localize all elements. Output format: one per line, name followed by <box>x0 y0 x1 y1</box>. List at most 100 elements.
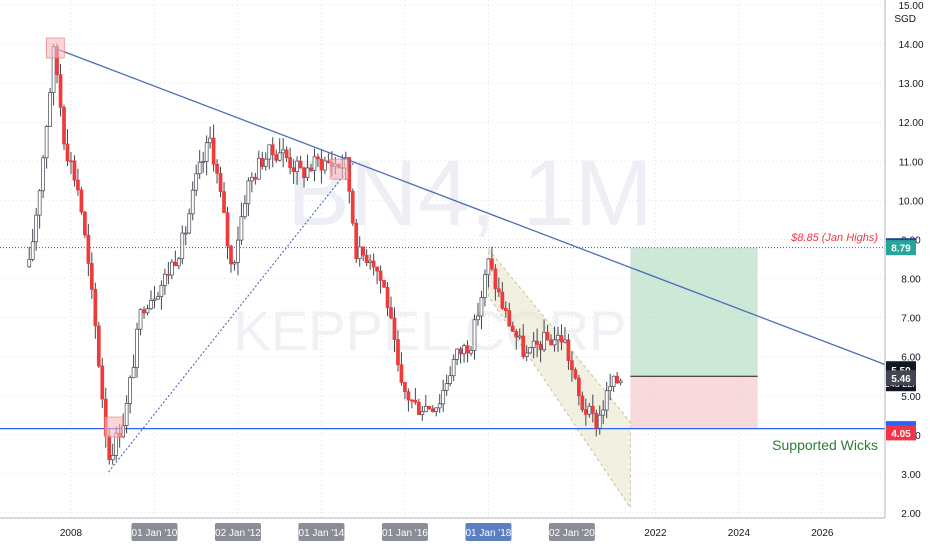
candle-down <box>500 291 505 309</box>
x-tick-label: 2022 <box>644 528 667 539</box>
candle-up <box>618 380 623 384</box>
candle-down <box>514 331 519 338</box>
x-tick-label: 01 Jan '10 <box>132 528 178 539</box>
candle-down <box>173 261 178 267</box>
candle-up <box>201 161 206 163</box>
candle-down <box>72 160 77 181</box>
candle-down <box>396 339 400 366</box>
candle-down <box>465 345 470 354</box>
candle-down <box>392 317 397 340</box>
candle-up <box>156 296 160 300</box>
candle-down <box>309 167 313 171</box>
candle-up <box>483 274 487 298</box>
candle-up <box>41 157 45 192</box>
descending-resistance-line[interactable] <box>54 47 886 366</box>
x-tick-label: 2024 <box>728 528 751 539</box>
candle-down <box>166 273 171 276</box>
y-tick-label: 13.00 <box>898 79 923 90</box>
candle-down <box>326 160 331 163</box>
descending-channel[interactable] <box>487 247 631 510</box>
candle-up <box>441 390 446 405</box>
candle-down <box>371 260 376 268</box>
candle-up <box>239 216 244 241</box>
candle-up <box>250 176 254 182</box>
loss-zone[interactable] <box>630 376 758 429</box>
candle-up <box>524 352 529 357</box>
candle-up <box>208 137 212 144</box>
candle-up <box>30 241 35 260</box>
candle-down <box>403 381 407 393</box>
candle-up <box>159 285 164 297</box>
markers[interactable] <box>45 37 349 438</box>
candle-down <box>83 211 87 236</box>
y-tick-label: 7.00 <box>901 314 921 325</box>
candle-down <box>594 413 599 429</box>
time-axis[interactable]: 2008 01 Jan '10 02 Jan '12 01 Jan '14 01 Jan… <box>60 523 834 541</box>
low-marker[interactable] <box>104 416 124 438</box>
y-tick-label: 14.00 <box>898 40 923 51</box>
candle-up <box>281 149 286 154</box>
x-tick-label: 02 Jan '20 <box>549 528 595 539</box>
candle-up <box>128 377 132 404</box>
candle-down <box>260 157 265 167</box>
candle-up <box>187 213 192 234</box>
candle-up <box>110 455 115 461</box>
jan-highs-annotation[interactable]: $8.85 (Jan Highs) <box>790 232 878 244</box>
candle-up <box>601 409 606 416</box>
x-tick-label: 01 Jan '14 <box>299 528 345 539</box>
candle-up <box>368 260 372 263</box>
x-tick-highlight <box>548 523 595 541</box>
candle-up <box>295 160 299 173</box>
candle-up <box>444 383 449 391</box>
x-tick-label: 01 Jan '16 <box>382 528 428 539</box>
candle-up <box>263 158 268 167</box>
trendlines[interactable] <box>54 47 886 473</box>
candle-up <box>124 403 129 426</box>
candle-down <box>79 189 84 213</box>
candle-up <box>149 300 153 310</box>
x-tick-label: 2008 <box>60 528 83 539</box>
candle-down <box>573 369 578 379</box>
candle-up <box>180 232 185 260</box>
mid-marker[interactable] <box>329 158 349 180</box>
x-tick-highlight <box>131 523 178 541</box>
candle-down <box>298 160 303 169</box>
channel-band[interactable] <box>487 247 631 510</box>
candle-up <box>472 319 477 351</box>
x-tick-highlight <box>298 523 345 541</box>
price-axis-background <box>885 0 932 550</box>
candle-up <box>597 414 602 429</box>
y-tick-label: 5.00 <box>901 392 921 403</box>
price-tags: 8.848.795.5024d 22h5.464.164.05 <box>885 238 917 441</box>
supported-wicks-annotation[interactable]: Supported Wicks <box>772 437 878 453</box>
price-axis[interactable]: 2.003.004.005.006.007.008.009.0010.0011.… <box>898 1 923 520</box>
horizontal-levels[interactable] <box>0 247 885 430</box>
candle-down <box>545 331 550 341</box>
y-tick-label: 15.00 <box>898 1 923 12</box>
candle-down <box>427 405 432 410</box>
candle-down <box>274 154 279 161</box>
candle-up <box>243 203 247 218</box>
y-tick-label: 8.00 <box>901 275 921 286</box>
candle-up <box>437 403 442 409</box>
candle-up <box>246 180 251 205</box>
candle-up <box>170 261 174 276</box>
profit-zone[interactable] <box>630 247 758 377</box>
top-marker[interactable] <box>45 37 65 59</box>
candle-down <box>270 144 275 156</box>
candle-up <box>455 348 459 360</box>
candle-down <box>375 266 379 272</box>
candle-down <box>577 377 581 397</box>
x-tick-highlight <box>214 523 261 541</box>
long-position-tool[interactable] <box>630 247 758 429</box>
candle-down <box>65 143 70 162</box>
candle-up <box>152 298 157 301</box>
candle-up <box>517 335 522 338</box>
candle-up <box>163 273 167 286</box>
candle-up <box>542 331 546 351</box>
candle-up <box>556 334 560 341</box>
candle-up <box>423 405 428 413</box>
candle-down <box>225 212 230 247</box>
